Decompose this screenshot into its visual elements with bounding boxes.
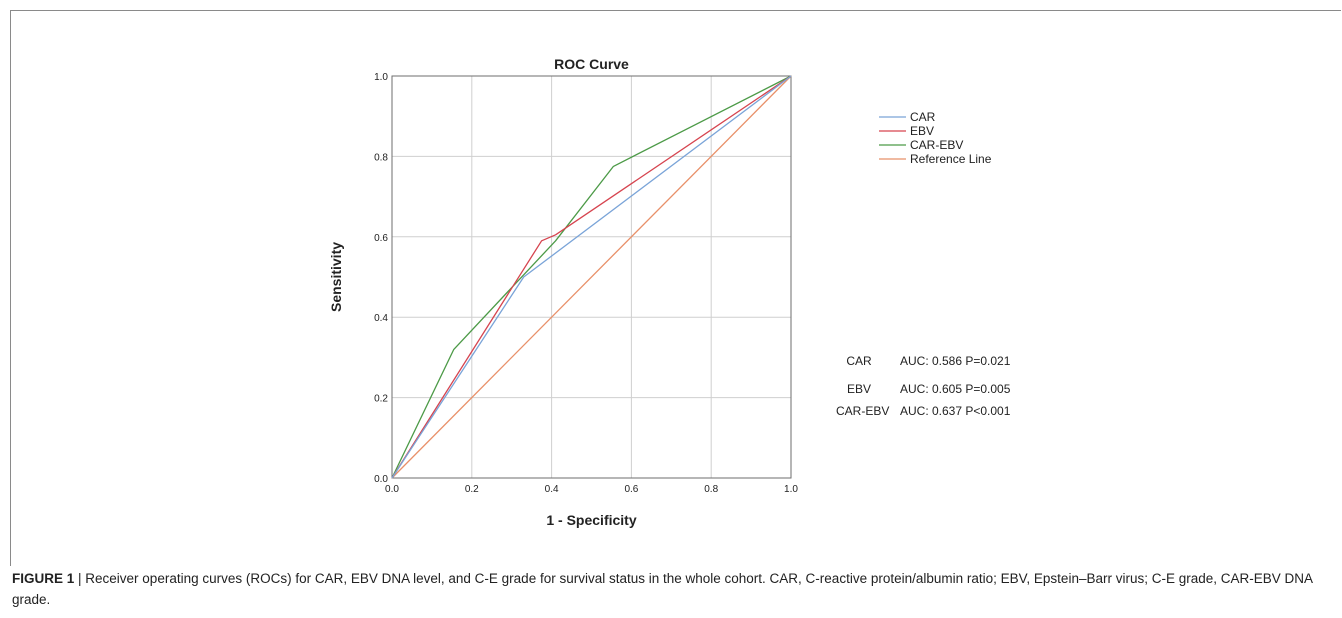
caption-text: Receiver operating curves (ROCs) for CAR… bbox=[12, 571, 1313, 607]
auc-stat: AUC: 0.605 P=0.005 bbox=[900, 382, 1011, 396]
x-tick-label: 0.8 bbox=[704, 484, 718, 495]
legend-label: CAR-EBV bbox=[910, 138, 963, 152]
auc-label: EBV bbox=[847, 382, 871, 396]
auc-label: CAR-EBV bbox=[836, 404, 889, 418]
caption-separator: | bbox=[74, 571, 86, 586]
series-line-car-ebv bbox=[391, 75, 792, 479]
plot-area-border bbox=[391, 75, 792, 479]
x-axis-label: 1 - Specificity bbox=[546, 512, 636, 528]
legend-label: Reference Line bbox=[910, 152, 992, 166]
x-tick-label: 1.0 bbox=[784, 484, 798, 495]
figure-caption: FIGURE 1 | Receiver operating curves (RO… bbox=[12, 568, 1332, 610]
y-tick-label: 0.2 bbox=[374, 394, 388, 405]
x-tick-label: 0.4 bbox=[545, 484, 559, 495]
legend-label: EBV bbox=[910, 124, 934, 138]
series-line-reference-line bbox=[391, 75, 792, 479]
legend-label: CAR bbox=[910, 110, 936, 124]
figure-frame bbox=[10, 10, 1341, 566]
auc-stat: AUC: 0.637 P<0.001 bbox=[900, 404, 1011, 418]
series-line-car bbox=[391, 75, 792, 479]
y-tick-label: 0.8 bbox=[374, 152, 388, 163]
roc-chart: 0.0 0.2 0.4 0.6 0.8 1.0 0.0 0.2 0.4 0.6 0.8 1.0 ROC … bbox=[328, 56, 1011, 528]
y-tick-label: 1.0 bbox=[374, 72, 388, 83]
series-line-ebv bbox=[391, 75, 792, 479]
x-tick-label: 0.6 bbox=[624, 484, 638, 495]
y-axis-label: Sensitivity bbox=[328, 242, 344, 312]
y-tick-label: 0.4 bbox=[374, 313, 388, 324]
y-tick-label: 0.6 bbox=[374, 233, 388, 244]
y-tick-label: 0.0 bbox=[374, 474, 388, 485]
x-tick-label: 0.2 bbox=[465, 484, 479, 495]
x-tick-label: 0.0 bbox=[385, 484, 399, 495]
figure-label: FIGURE 1 bbox=[12, 571, 75, 586]
auc-label: CAR bbox=[846, 354, 872, 368]
chart-title: ROC Curve bbox=[554, 56, 629, 72]
auc-stat: AUC: 0.586 P=0.021 bbox=[900, 354, 1011, 368]
